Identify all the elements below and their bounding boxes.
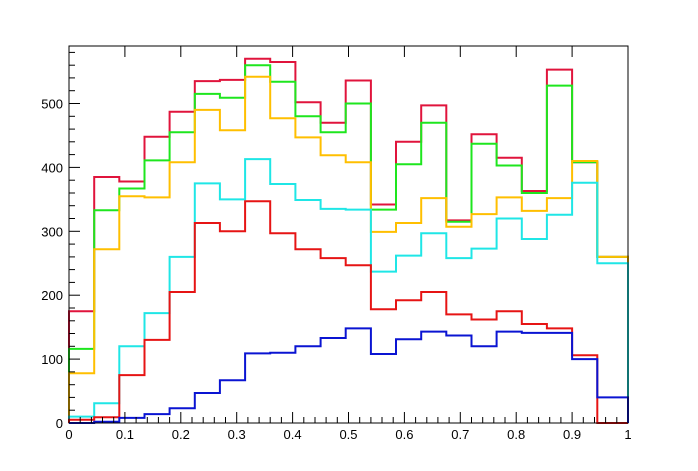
x-tick-label: 0.7 xyxy=(451,427,469,442)
histogram-series-cyan xyxy=(68,158,629,423)
histogram-series-orange xyxy=(68,75,629,423)
x-tick-label: 0.4 xyxy=(284,427,302,442)
x-tick-label: 0.1 xyxy=(116,427,134,442)
x-tick-label: 1 xyxy=(624,427,631,442)
axis-layer: 0 0.1 0.2 0.3 0.4 0.5 0.6 0.7 0.8 0.9 1 0 100 200 300 4… xyxy=(41,46,632,442)
histogram-series-crimson xyxy=(68,57,629,423)
y-tick-label: 0 xyxy=(56,416,63,431)
x-tick-label: 0.5 xyxy=(339,427,357,442)
x-tick-label: 0 xyxy=(65,427,72,442)
y-tick-label: 300 xyxy=(41,224,63,239)
histogram-series-green xyxy=(68,64,629,423)
x-tick-label: 0.8 xyxy=(507,427,525,442)
histogram-series-red xyxy=(68,200,628,424)
y-tick-label: 400 xyxy=(41,160,63,175)
y-tick-label: 100 xyxy=(41,352,63,367)
x-tick-label: 0.6 xyxy=(395,427,413,442)
x-tick-label: 0.9 xyxy=(563,427,581,442)
y-tick-label: 200 xyxy=(41,288,63,303)
series-layer xyxy=(68,57,629,424)
y-tick-label: 500 xyxy=(41,97,63,112)
x-tick-label: 0.3 xyxy=(228,427,246,442)
x-tick-label: 0.2 xyxy=(172,427,190,442)
histogram-series-blue xyxy=(69,327,629,424)
